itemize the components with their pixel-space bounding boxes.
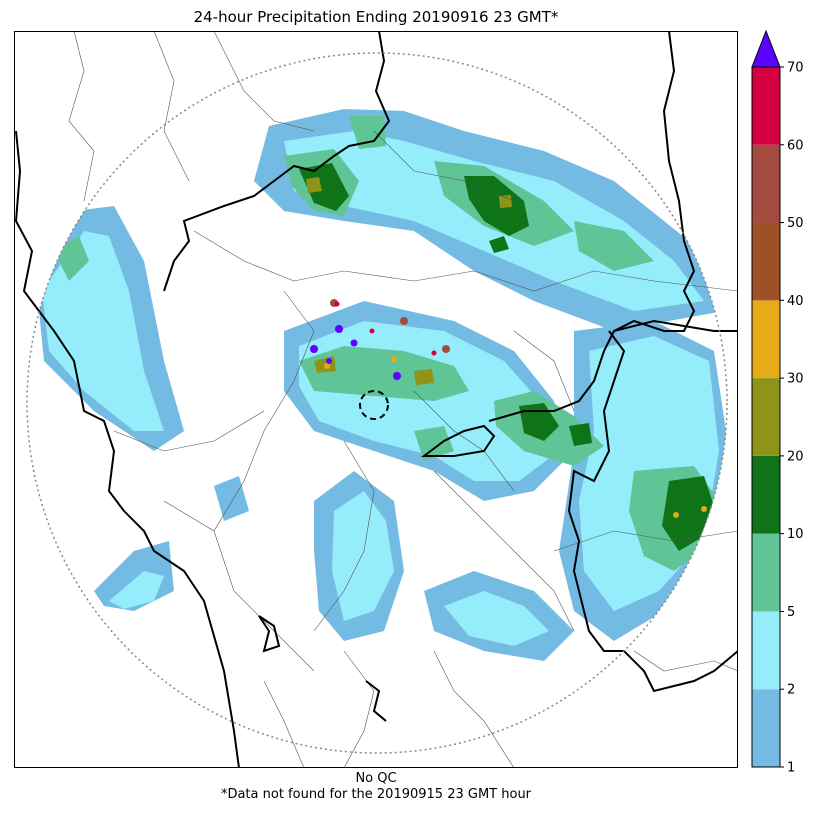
colorbar-tick-label-2: 2	[787, 683, 795, 698]
colorbar-segment-7	[752, 144, 780, 223]
colorbar-tick-label-50: 50	[787, 216, 804, 231]
colorbar-segment-4	[752, 378, 780, 456]
radar-range-ring	[26, 52, 728, 754]
missing-data-note: *Data not found for the 20190915 23 GMT …	[220, 787, 532, 802]
colorbar-segments	[752, 67, 780, 767]
colorbar-tick-label-10: 10	[787, 527, 804, 542]
colorbar-segment-8	[752, 67, 780, 145]
colorbar-extend-arrow	[751, 29, 781, 68]
precipitation-field	[34, 109, 727, 661]
colorbar-tick-label-20: 20	[787, 449, 804, 464]
colorbar-tick-label-5: 5	[787, 605, 795, 620]
map-frame	[14, 31, 738, 768]
colorbar: 1 2 5 10 20 30 40 50 60 70	[751, 29, 804, 776]
colorbar-tick-label-1: 1	[787, 761, 795, 776]
state-borders	[14, 31, 738, 768]
colorbar-segment-1	[752, 611, 780, 690]
map-title: 24-hour Precipitation Ending 20190916 23…	[193, 8, 559, 26]
colorbar-segment-3	[752, 455, 780, 534]
colorbar-frame	[751, 66, 781, 768]
colorbar-segment-0	[752, 689, 780, 767]
colorbar-tick-label-40: 40	[787, 294, 804, 309]
colorbar-ticks: 1 2 5 10 20 30 40 50 60 70	[780, 61, 804, 776]
colorbar-tick-label-60: 60	[787, 138, 804, 153]
colorbar-segment-5	[752, 300, 780, 379]
qc-note: No QC	[355, 771, 397, 786]
colorbar-tick-label-30: 30	[787, 372, 804, 387]
precipitation-map	[14, 31, 738, 768]
district-boundaries	[68, 31, 738, 768]
colorbar-tick-label-70: 70	[787, 61, 804, 76]
colorbar-segment-6	[752, 222, 780, 301]
colorbar-segment-2	[752, 533, 780, 612]
